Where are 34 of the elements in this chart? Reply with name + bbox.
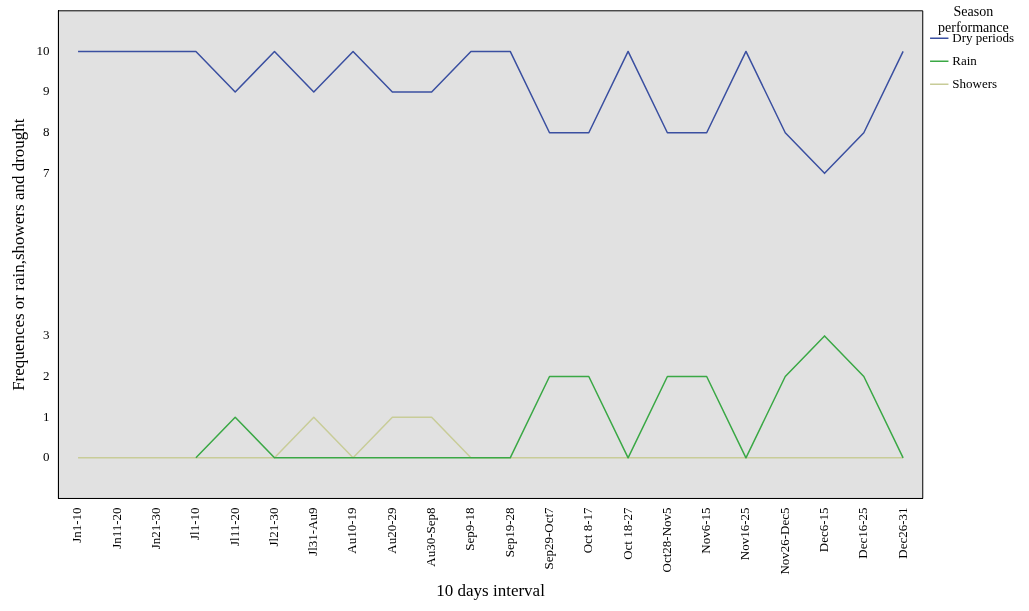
x-tick-label: Jn11-20: [108, 507, 124, 549]
x-tick-label: Jl21-30: [265, 507, 281, 547]
x-tick-label: Dec16-25: [855, 507, 871, 559]
x-tick-label: Nov6-15: [698, 507, 714, 554]
x-tick-label: Dec6-15: [815, 507, 831, 553]
x-axis-title: 10 days interval: [436, 581, 546, 601]
x-tick-label: Jl1-10: [187, 507, 203, 540]
legend-label: Showers: [952, 75, 998, 91]
y-axis-title: Frequences or rain,showers and drought: [8, 118, 28, 391]
x-tick-label: Oct 8-17: [580, 506, 596, 554]
x-tick-label: Au20-29: [383, 507, 399, 554]
legend-label: Rain: [952, 52, 978, 68]
x-tick-label: Nov26-Dec5: [776, 507, 792, 575]
y-tick-label: 7: [42, 164, 50, 180]
x-tick-label: Oct28-Nov5: [658, 507, 674, 573]
x-tick-label: Oct 18-27: [619, 506, 635, 560]
x-tick-label: Au30-Sep8: [423, 507, 439, 567]
y-tick-label: 8: [42, 124, 50, 140]
x-tick-label: Dec26-31: [894, 507, 910, 559]
x-tick-label: Au10-19: [344, 507, 360, 554]
y-tick-label: 0: [42, 449, 50, 465]
x-tick-label: Sep29-Oct7: [540, 506, 556, 570]
x-tick-label: Jl11-20: [226, 507, 242, 546]
y-tick-label: 2: [42, 367, 50, 383]
y-tick-label: 3: [42, 327, 50, 343]
y-tick-label: 1: [42, 408, 50, 424]
x-tick-label: Jn1-10: [69, 507, 85, 543]
x-tick-label: Sep9-18: [462, 507, 478, 551]
x-tick-label: Nov16-25: [737, 507, 753, 561]
x-tick-label: Sep19-28: [501, 507, 517, 558]
y-tick-label: 10: [36, 42, 50, 58]
x-tick-label: Jl31-Au9: [305, 507, 321, 556]
x-tick-label: Jn21-30: [148, 507, 164, 550]
y-tick-label: 9: [42, 83, 50, 99]
